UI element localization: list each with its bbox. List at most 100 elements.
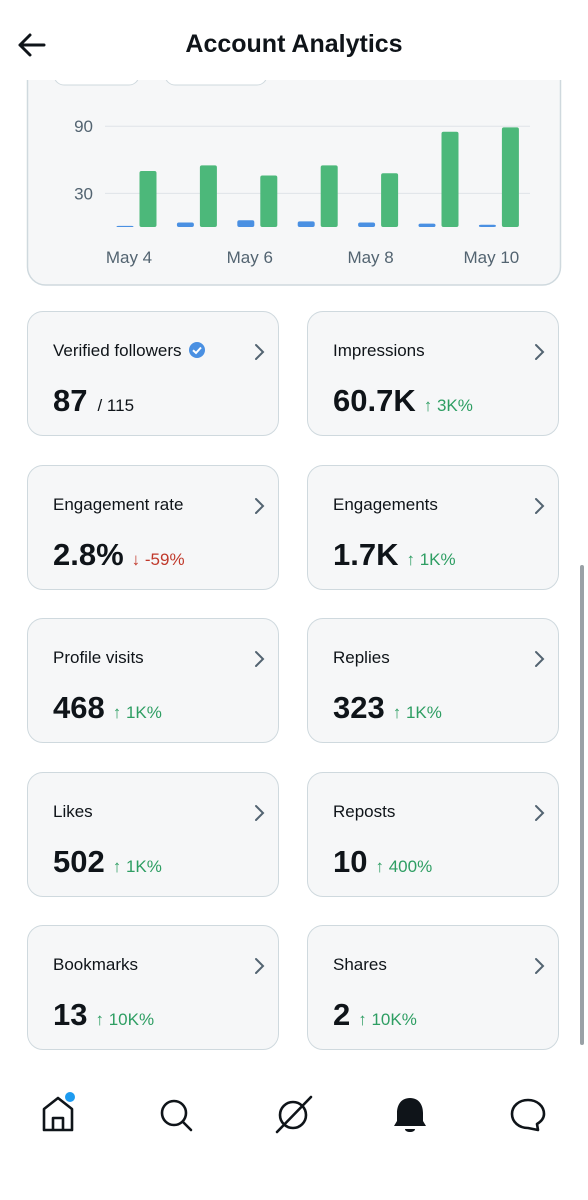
metric-number: 502 xyxy=(53,843,105,879)
filter-button[interactable] xyxy=(54,80,139,86)
bar xyxy=(199,165,217,227)
metric-title: Likes xyxy=(53,802,93,822)
chevron xyxy=(255,651,265,667)
metric-number: 2 xyxy=(333,997,351,1032)
chevron xyxy=(535,804,545,821)
metric-number: 468 xyxy=(53,690,105,725)
bar xyxy=(501,127,519,227)
bar xyxy=(139,171,157,227)
metric-number: 10 xyxy=(333,843,368,879)
metric-title: Profile visits xyxy=(53,648,144,668)
metric-total: / 115 xyxy=(97,396,135,415)
notifications-icon[interactable] xyxy=(394,1098,426,1132)
metric-title: Replies xyxy=(333,648,390,668)
metric-card[interactable]: Bookmarks 13 ↑ 10K% xyxy=(27,925,279,1050)
metric-title: Engagement rate xyxy=(53,495,183,515)
chart-card xyxy=(26,80,562,286)
chevron xyxy=(255,344,265,360)
metric-card[interactable]: Profile visits 468 ↑ 1K% xyxy=(27,618,279,743)
notification-dot xyxy=(65,1092,75,1102)
x-tick-label: May 10 xyxy=(464,248,520,267)
metric-value: 2.8% ↓ -59% xyxy=(53,537,185,573)
metric-change: ↑ 10K% xyxy=(95,1010,155,1029)
chevron xyxy=(535,958,545,974)
metric-title-text: Verified followers xyxy=(53,341,182,360)
bar xyxy=(478,224,496,227)
metric-title: Bookmarks xyxy=(53,955,138,975)
metric-change: ↑ 10K% xyxy=(358,1010,417,1029)
metric-card[interactable]: Verified followers 87 / 115 xyxy=(27,311,279,436)
filter-button[interactable] xyxy=(165,80,267,86)
metric-card[interactable]: Engagements 1.7K ↑ 1K% xyxy=(307,464,559,590)
grok-icon[interactable] xyxy=(275,1095,313,1134)
metric-change: ↑ 3K% xyxy=(423,396,473,415)
metric-value: 2 ↑ 10K% xyxy=(333,997,417,1033)
metric-number: 2.8% xyxy=(53,536,124,572)
metric-title-text: Replies xyxy=(333,648,390,667)
chevron xyxy=(255,958,265,974)
metric-change: ↑ 400% xyxy=(375,856,433,876)
metric-title-text: Likes xyxy=(53,801,93,821)
metric-number: 1.7K xyxy=(333,536,399,572)
metric-title-text: Profile visits xyxy=(53,648,144,667)
metric-card[interactable]: Impressions 60.7K ↑ 3K% xyxy=(307,311,559,436)
header: Account Analytics xyxy=(0,0,588,80)
metric-title-text: Reposts xyxy=(333,801,396,821)
metric-change: ↑ 1K% xyxy=(112,703,162,722)
metric-number: 87 xyxy=(53,383,88,418)
bar xyxy=(358,222,376,227)
metric-card[interactable]: Replies 323 ↑ 1K% xyxy=(307,618,559,743)
metric-title: Impressions xyxy=(333,341,425,361)
chevron xyxy=(255,804,265,821)
chevron xyxy=(535,497,545,514)
x-tick-label: May 8 xyxy=(347,248,393,267)
messages-icon[interactable] xyxy=(510,1098,546,1132)
bottom-nav xyxy=(42,1092,546,1134)
chart: 30 90 May 4 May 6 May 8 May 10 xyxy=(26,80,562,286)
metric-value: 13 ↑ 10K% xyxy=(53,997,154,1033)
metric-number: 13 xyxy=(53,997,88,1032)
metric-card[interactable]: Likes 502 ↑ 1K% xyxy=(27,771,279,897)
metric-value: 87 / 115 xyxy=(53,383,134,419)
scrollbar xyxy=(580,565,584,1045)
home-icon[interactable] xyxy=(42,1096,74,1132)
metric-card[interactable]: Shares 2 ↑ 10K% xyxy=(307,925,559,1050)
x-tick-label: May 6 xyxy=(227,248,273,267)
metric-title: Engagements xyxy=(333,495,438,515)
metric-title: Verified followers xyxy=(53,341,206,361)
chevron xyxy=(535,651,545,667)
bar xyxy=(297,221,315,227)
bar xyxy=(260,175,278,227)
metric-value: 468 ↑ 1K% xyxy=(53,690,162,726)
metric-value: 323 ↑ 1K% xyxy=(333,690,442,726)
metric-change: ↑ 1K% xyxy=(392,703,442,722)
bar xyxy=(441,131,459,227)
metric-value: 10 ↑ 400% xyxy=(333,844,432,880)
x-tick-label: May 4 xyxy=(106,248,152,267)
search-icon[interactable] xyxy=(160,1099,193,1132)
page-title: Account Analytics xyxy=(185,30,403,58)
metric-title-text: Bookmarks xyxy=(53,955,139,974)
bar xyxy=(381,173,399,227)
chevron xyxy=(255,497,265,514)
verified-badge xyxy=(188,342,205,358)
metric-title: Shares xyxy=(333,955,387,975)
metric-title-text: Shares xyxy=(333,955,387,974)
metric-value: 1.7K ↑ 1K% xyxy=(333,537,456,573)
metric-title-text: Engagements xyxy=(333,494,438,514)
metric-number: 60.7K xyxy=(333,383,416,418)
metric-change: ↑ 1K% xyxy=(112,856,162,876)
chevron xyxy=(535,344,545,360)
metric-card[interactable]: Engagement rate 2.8% ↓ -59% xyxy=(27,464,279,590)
bar xyxy=(237,220,255,227)
metric-value: 502 ↑ 1K% xyxy=(53,844,162,880)
metric-change: ↓ -59% xyxy=(131,549,185,569)
back-button[interactable] xyxy=(12,25,52,65)
bar xyxy=(418,223,436,227)
metric-title: Reposts xyxy=(333,802,395,822)
metric-title-text: Engagement rate xyxy=(53,494,184,514)
bar xyxy=(320,165,338,227)
y-tick-label: 30 xyxy=(74,184,93,203)
metric-card[interactable]: Reposts 10 ↑ 400% xyxy=(307,771,559,897)
